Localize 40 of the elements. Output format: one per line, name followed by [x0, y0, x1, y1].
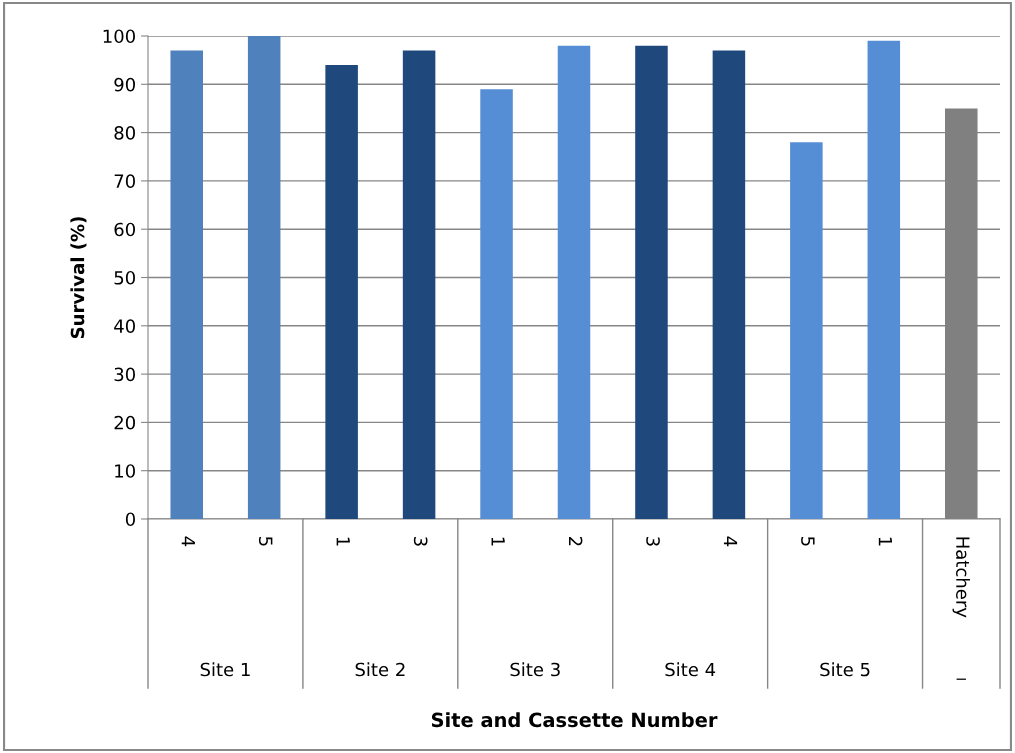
- x-axis-title: Site and Cassette Number: [431, 712, 718, 728]
- bar: [867, 40, 901, 519]
- bar: [402, 50, 436, 519]
- bar: [712, 50, 746, 519]
- y-tick-label: 30: [114, 367, 135, 382]
- x-tick-label: Hatchery: [952, 537, 971, 618]
- y-tick-label: 100: [103, 29, 135, 44]
- bar: [247, 36, 281, 519]
- y-tick-label: 20: [114, 415, 135, 430]
- text: Site 2: [355, 662, 405, 677]
- y-tick-label: 70: [114, 174, 135, 189]
- x-tick-label: 4: [723, 536, 738, 547]
- x-tick-label: 5: [258, 537, 273, 546]
- y-tick-label: 10: [115, 464, 135, 478]
- bar: [557, 45, 591, 519]
- text: Site 3: [510, 662, 560, 677]
- y-tick-label: 40: [114, 319, 135, 333]
- y-tick-label: 60: [114, 222, 135, 237]
- x-tick-label: 4: [181, 536, 195, 547]
- bar: [325, 64, 358, 519]
- y-tick-label: 80: [114, 126, 135, 140]
- x-tick-label: 2: [569, 536, 583, 546]
- x-tick-label: 1: [336, 537, 350, 546]
- bar: [480, 89, 513, 519]
- text: Site 1: [200, 662, 250, 677]
- bar: [790, 142, 823, 519]
- x-tick-label: 5: [801, 537, 815, 546]
- x-tick-label: 1: [491, 537, 505, 546]
- y-axis-title: Survival (%): [70, 217, 87, 339]
- bar: [635, 45, 668, 519]
- y-tick-label: 90: [114, 77, 135, 92]
- x-tick-label: 3: [413, 537, 428, 546]
- bar: [170, 50, 203, 519]
- text: Site 4: [665, 662, 716, 677]
- y-tick-label: 0: [125, 512, 135, 527]
- x-tick-label: 1: [878, 537, 892, 546]
- x-tick-label: 3: [646, 537, 660, 546]
- y-tick-label: 50: [114, 270, 135, 285]
- text: _: [956, 678, 966, 680]
- text: Site 5: [820, 662, 870, 677]
